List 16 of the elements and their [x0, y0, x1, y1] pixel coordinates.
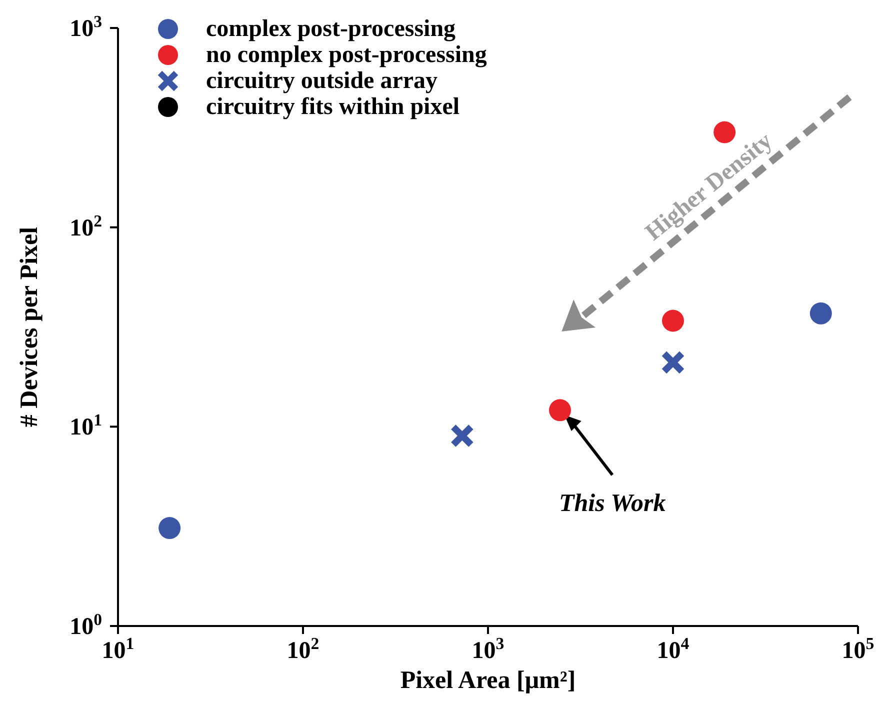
annotation: This Work [558, 490, 666, 517]
y-axis-title: # Devices per Pixel [16, 226, 43, 428]
x-tick-label: 10$^{1}$ [102, 634, 134, 664]
y-tick-label: 10$^{3}$ [70, 12, 102, 42]
x-tick-label: 10$^{3}$ [472, 634, 504, 664]
y-tick-label: 10$^{0}$ [70, 610, 102, 640]
y-tick-label: 10$^{1}$ [70, 410, 102, 441]
y-tick-label: 10$^{2}$ [70, 210, 102, 242]
legend-label: no complex post-processing [206, 42, 487, 68]
x-axis-title: Pixel Area [μm²] [400, 667, 576, 694]
x-tick-label: 10$^{5}$ [842, 634, 874, 664]
x-tick-label: 10$^{2}$ [286, 634, 320, 664]
x-tick-label: 10$^{4}$ [656, 634, 690, 664]
annotation: circuitry fits within pixel [206, 94, 460, 120]
legend-label: complex post-processing [206, 16, 456, 42]
legend-label: circuitry outside array [206, 68, 438, 94]
